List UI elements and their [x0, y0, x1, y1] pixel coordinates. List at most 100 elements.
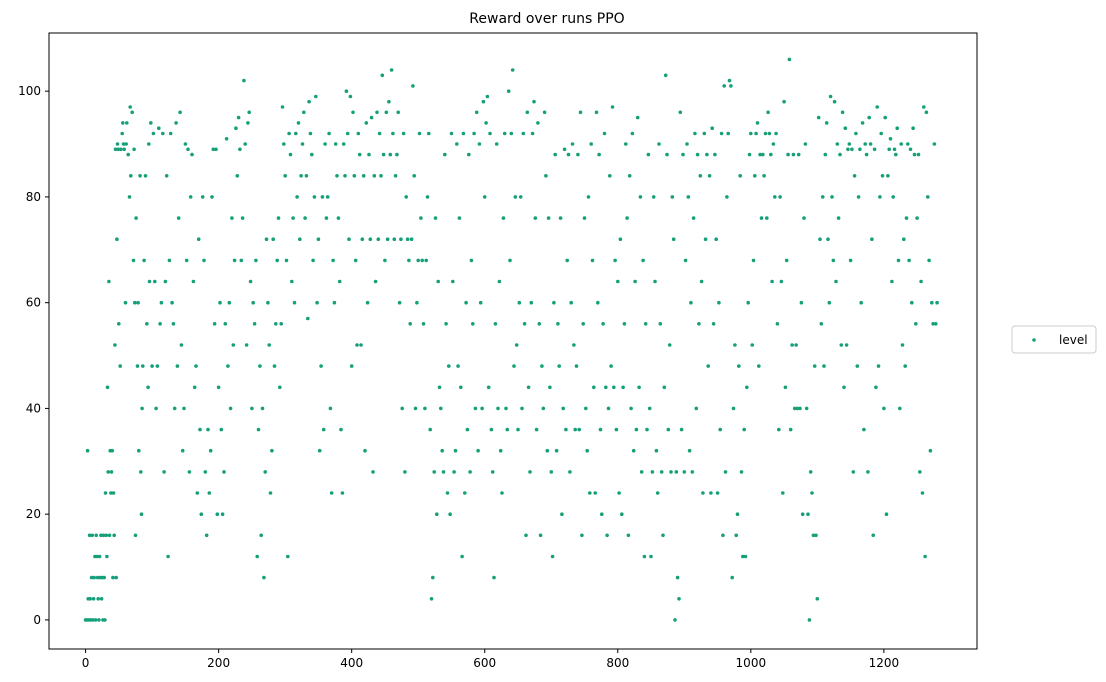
scatter-point	[270, 448, 274, 453]
scatter-point	[304, 174, 309, 178]
scatter-point	[352, 174, 357, 178]
scatter-point	[742, 427, 746, 432]
scatter-point	[718, 427, 722, 432]
scatter-point	[300, 142, 305, 146]
scatter-point	[324, 216, 329, 220]
scatter-point	[136, 300, 140, 305]
x-tick-label: 1200	[869, 656, 900, 670]
scatter-point	[258, 364, 262, 368]
scatter-point	[215, 512, 220, 516]
scatter-point	[196, 237, 201, 241]
scatter-point	[582, 216, 587, 220]
scatter-point	[906, 142, 910, 146]
scatter-point	[363, 448, 367, 453]
scatter-point	[533, 216, 538, 220]
scatter-point	[818, 237, 822, 241]
x-tick-label: 1000	[736, 656, 767, 670]
scatter-point	[930, 300, 934, 305]
scatter-point	[609, 364, 613, 368]
scatter-point	[848, 258, 853, 263]
scatter-point	[798, 406, 802, 411]
scatter-point	[163, 279, 168, 284]
scatter-point	[795, 406, 800, 411]
scatter-point	[846, 147, 850, 152]
scatter-point	[146, 385, 150, 390]
scatter-point	[663, 73, 668, 78]
scatter-point	[790, 343, 794, 347]
scatter-point	[654, 448, 659, 453]
scatter-point	[464, 300, 468, 305]
scatter-point	[129, 174, 133, 178]
scatter-point	[932, 142, 937, 146]
scatter-point	[926, 195, 930, 199]
scatter-point	[271, 237, 276, 241]
scatter-point	[121, 142, 126, 146]
scatter-point	[443, 152, 447, 157]
scatter-point	[432, 470, 437, 474]
scatter-point	[93, 618, 98, 622]
scatter-point	[633, 279, 637, 284]
scatter-point	[819, 322, 824, 326]
scatter-point	[407, 258, 411, 263]
scatter-point	[509, 131, 514, 136]
scatter-point	[894, 152, 898, 157]
scatter-point	[911, 126, 915, 130]
scatter-point	[852, 174, 857, 178]
scatter-point	[164, 174, 169, 178]
scatter-point	[103, 491, 108, 495]
scatter-point	[262, 575, 266, 580]
scatter-point	[687, 448, 692, 453]
scatter-point	[524, 533, 528, 538]
scatter-point	[175, 364, 180, 368]
scatter-point	[682, 470, 687, 474]
scatter-point	[918, 470, 922, 474]
scatter-point	[287, 131, 291, 136]
scatter-point	[166, 554, 170, 559]
scatter-point	[345, 131, 350, 136]
scatter-point	[428, 427, 433, 432]
scatter-point	[733, 343, 737, 347]
scatter-point	[569, 300, 573, 305]
scatter-point	[574, 364, 579, 368]
scatter-point	[638, 195, 643, 199]
scatter-point	[172, 406, 177, 411]
scatter-point	[397, 300, 402, 305]
scatter-point	[109, 470, 114, 474]
scatter-point	[159, 300, 164, 305]
scatter-point	[641, 258, 645, 263]
scatter-point	[709, 491, 713, 495]
scatter-point	[612, 385, 616, 390]
scatter-point	[420, 258, 425, 263]
scatter-point	[331, 258, 335, 263]
scatter-point	[218, 300, 222, 305]
scatter-point	[678, 110, 683, 115]
scatter-point	[256, 427, 261, 432]
scatter-point	[283, 174, 288, 178]
scatter-point	[698, 174, 703, 178]
scatter-point	[481, 99, 486, 104]
scatter-point	[412, 174, 417, 178]
scatter-point	[123, 300, 128, 305]
scatter-point	[580, 533, 584, 538]
scatter-point	[707, 174, 712, 178]
scatter-point	[767, 131, 772, 136]
scatter-point	[373, 279, 378, 284]
scatter-point	[284, 258, 289, 263]
scatter-point	[423, 406, 427, 411]
scatter-point	[739, 470, 744, 474]
scatter-point	[827, 300, 832, 305]
scatter-point	[150, 364, 154, 368]
scatter-point	[290, 279, 294, 284]
scatter-point	[924, 110, 929, 115]
scatter-point	[548, 385, 552, 390]
scatter-point	[349, 364, 354, 368]
scatter-point	[787, 57, 792, 62]
scatter-point	[500, 491, 504, 495]
scatter-point	[816, 115, 821, 120]
scatter-point	[882, 406, 886, 411]
scatter-point	[361, 174, 366, 178]
scatter-point	[130, 110, 134, 115]
scatter-point	[176, 216, 181, 220]
scatter-point	[693, 131, 697, 136]
